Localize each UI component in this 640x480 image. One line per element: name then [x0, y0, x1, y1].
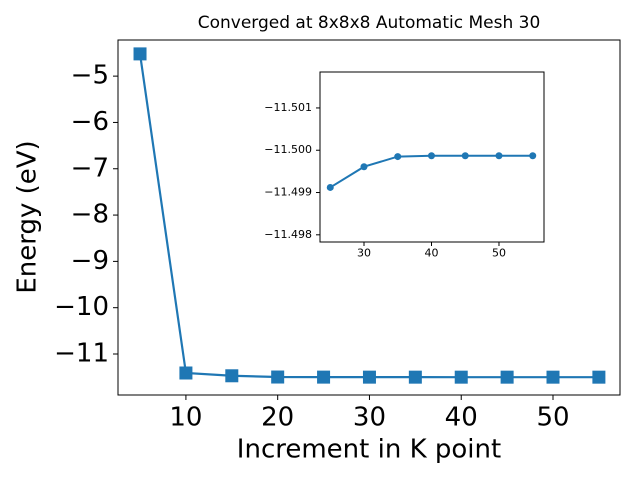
- x-tick-label: 40: [424, 247, 438, 260]
- marker: [394, 153, 402, 161]
- marker: [362, 370, 376, 384]
- x-tick-label: 20: [261, 403, 294, 433]
- marker: [271, 370, 285, 384]
- y-tick-label: −11.499: [264, 186, 312, 199]
- x-tick-label: 30: [353, 403, 386, 433]
- x-axis-label: Increment in K point: [237, 435, 501, 465]
- marker: [427, 152, 435, 160]
- y-tick-label: −11.501: [264, 101, 312, 114]
- marker: [529, 152, 537, 160]
- marker: [360, 163, 368, 171]
- marker: [225, 369, 239, 383]
- marker: [592, 370, 606, 384]
- x-tick-label: 50: [492, 247, 506, 260]
- y-tick-label: −11.498: [264, 228, 312, 241]
- marker: [179, 366, 193, 380]
- marker: [408, 370, 422, 384]
- chart-title: Converged at 8x8x8 Automatic Mesh 30: [198, 13, 541, 33]
- y-tick-label: −10: [54, 292, 109, 322]
- marker: [326, 183, 334, 191]
- y-tick-label: −9: [71, 246, 109, 276]
- x-tick-label: 50: [536, 403, 569, 433]
- x-tick-label: 40: [445, 403, 478, 433]
- marker: [454, 370, 468, 384]
- x-tick-label: 30: [357, 247, 371, 260]
- y-tick-label: −8: [71, 200, 109, 230]
- y-tick-label: −11: [54, 339, 109, 369]
- y-tick-label: −7: [71, 153, 109, 183]
- x-tick-label: 10: [169, 403, 202, 433]
- marker: [317, 370, 331, 384]
- y-tick-label: −6: [71, 107, 109, 137]
- marker: [546, 370, 560, 384]
- marker: [133, 47, 147, 61]
- y-tick-label: −5: [71, 61, 109, 91]
- marker: [500, 370, 514, 384]
- marker: [461, 152, 469, 160]
- y-tick-label: −11.500: [264, 143, 312, 156]
- marker: [495, 152, 503, 160]
- y-axis-label: Energy (eV): [13, 140, 43, 293]
